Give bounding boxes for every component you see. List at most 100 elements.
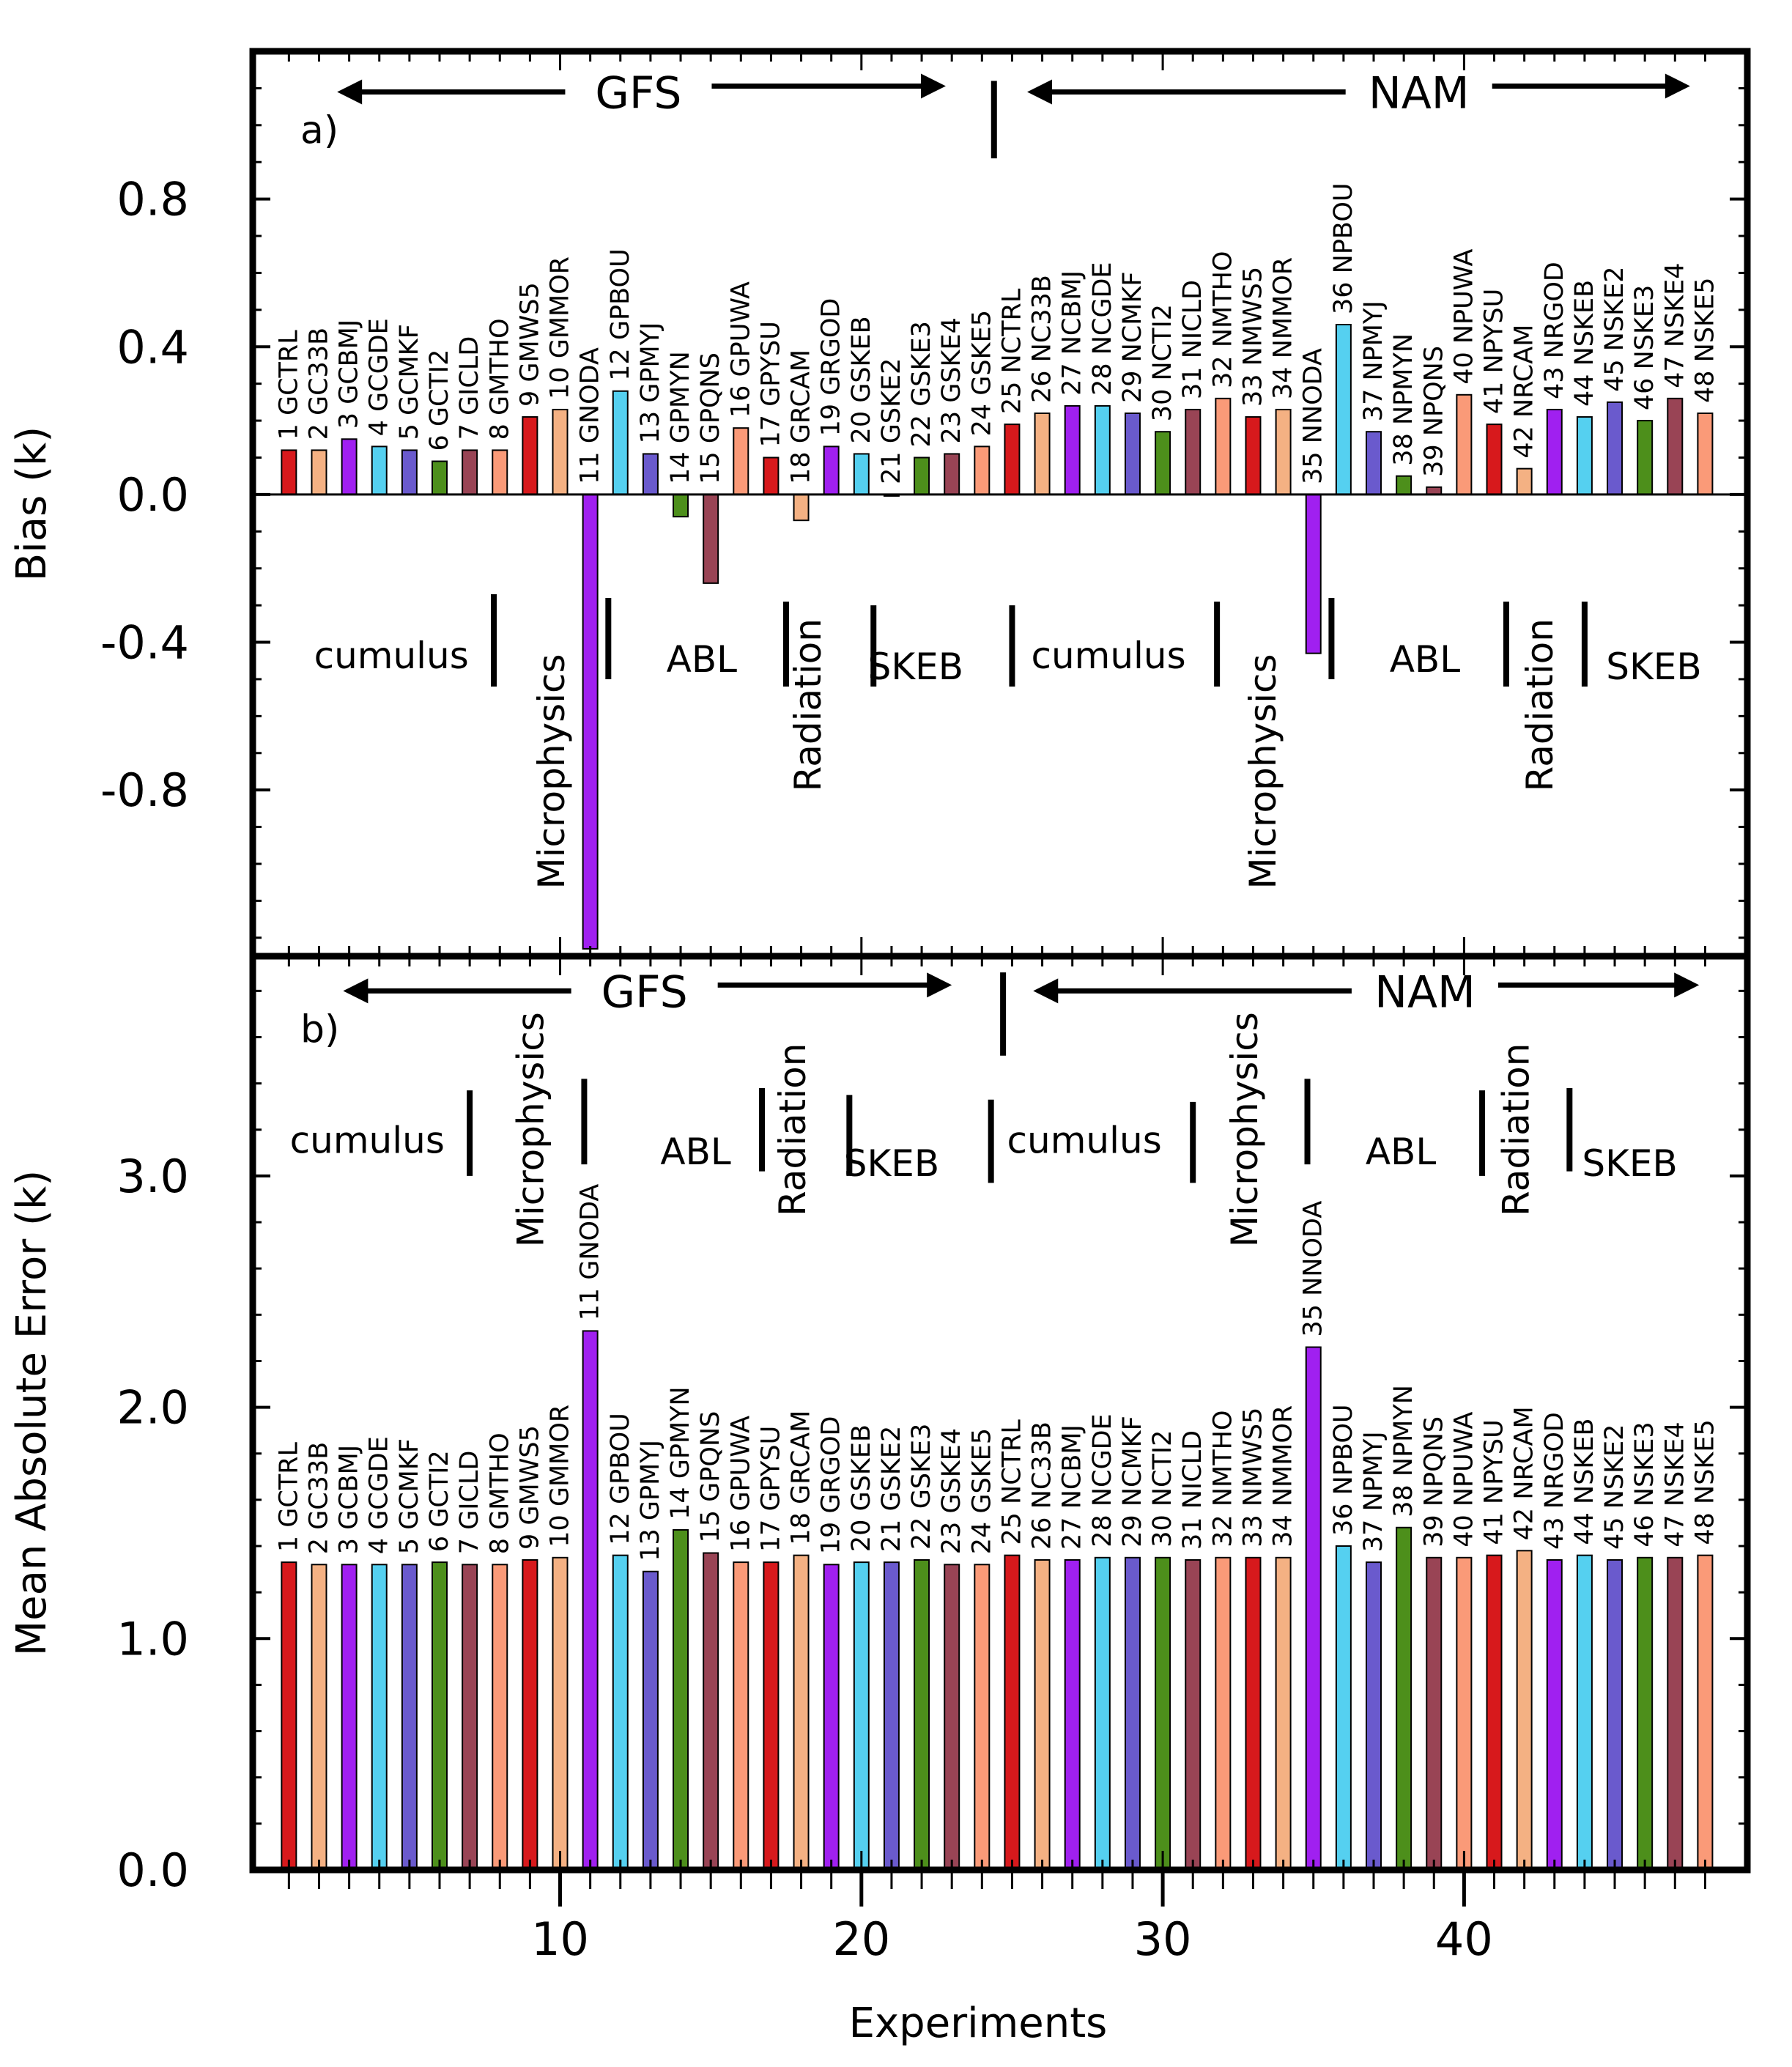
bar-label: 30 NCTI2 xyxy=(1148,1430,1177,1548)
physics-group-label: Microphysics xyxy=(530,654,573,889)
bar-label: 8 GMTHO xyxy=(485,318,514,440)
bar-label: 42 NRCAM xyxy=(1510,325,1539,459)
bar xyxy=(1516,467,1533,495)
bar-label: 6 GCTI2 xyxy=(425,350,454,451)
bar xyxy=(1546,408,1563,495)
bar xyxy=(1486,424,1503,495)
bar xyxy=(1034,413,1051,495)
y-tick-label: 0.0 xyxy=(116,1844,189,1897)
bar-label: 37 NPMYJ xyxy=(1359,1431,1388,1552)
bar-label: 43 NRGOD xyxy=(1540,262,1569,399)
arrowhead-icon xyxy=(927,972,952,998)
bar xyxy=(853,453,870,495)
bar-label: 23 GSKE4 xyxy=(937,317,966,443)
bar-label: 4 GCGDE xyxy=(365,318,394,436)
bar-label: 19 GRGOD xyxy=(817,1416,846,1555)
model-label: NAM xyxy=(1374,966,1476,1018)
x-axis: 10 20 30 40 Experiments xyxy=(253,1866,1747,2047)
y-tick-label: 3.0 xyxy=(116,1150,189,1203)
bar-label: 10 GMMOR xyxy=(546,256,575,399)
bar xyxy=(1456,393,1473,495)
bar xyxy=(371,1564,388,1871)
bar xyxy=(1305,1346,1322,1871)
bar xyxy=(1335,324,1352,495)
physics-group-label: ABL xyxy=(667,638,738,681)
bar-label: 19 GRGOD xyxy=(817,298,846,437)
bar xyxy=(974,1564,991,1871)
bar-label: 2 GC33B xyxy=(304,1442,333,1555)
bar-label: 11 GNODA xyxy=(576,1184,605,1321)
bar xyxy=(1185,1558,1202,1871)
bar xyxy=(1516,1550,1533,1871)
bar xyxy=(1034,1558,1051,1871)
physics-group-label: cumulus xyxy=(1007,1119,1162,1161)
bar xyxy=(1064,1558,1081,1871)
y-axis-title: Mean Absolute Error (k) xyxy=(8,1170,56,1656)
physics-group-label: cumulus xyxy=(314,635,469,677)
bar xyxy=(552,408,569,495)
physics-group-label: SKEB xyxy=(1606,646,1701,688)
panel-label: b) xyxy=(300,1007,339,1051)
bar xyxy=(1576,416,1593,495)
bar xyxy=(492,449,508,495)
bar-label: 21 GSKE2 xyxy=(877,1426,906,1552)
bar-label: 44 NSKEB xyxy=(1570,1419,1599,1545)
x-tick-label: 40 xyxy=(1435,1912,1493,1966)
bar-label: 47 NSKE4 xyxy=(1660,1421,1689,1547)
physics-group-label: ABL xyxy=(660,1131,731,1173)
bars-group xyxy=(281,1330,1714,1871)
bar xyxy=(974,445,991,495)
arrowhead-icon xyxy=(920,73,946,99)
bar xyxy=(582,1330,599,1871)
bar-label: 26 NC33B xyxy=(1028,275,1057,403)
bar-label: 42 NRCAM xyxy=(1510,1406,1539,1540)
bar xyxy=(1305,493,1322,654)
bar-label: 31 NICLD xyxy=(1178,280,1207,399)
bar-label: 16 GPUWA xyxy=(726,1416,755,1552)
bar xyxy=(1245,1556,1262,1871)
bar xyxy=(642,453,659,495)
bar-label: 16 GPUWA xyxy=(726,281,755,418)
bar xyxy=(1637,1556,1654,1871)
bar-label: 45 NSKE2 xyxy=(1600,1424,1629,1550)
bar-label: 20 GSKEB xyxy=(847,1424,876,1552)
physics-group-label: SKEB xyxy=(1582,1142,1677,1185)
bar xyxy=(1215,1556,1232,1871)
bar-label: 28 NCGDE xyxy=(1088,1413,1117,1547)
bar xyxy=(793,493,810,522)
bar xyxy=(281,1561,297,1871)
bar-label: 22 GSKE3 xyxy=(907,321,936,447)
bar-label: 14 GPMYN xyxy=(666,1386,695,1520)
y-tick-label: 0.0 xyxy=(116,468,189,522)
bar-label: 30 NCTI2 xyxy=(1148,304,1177,421)
bar xyxy=(914,1558,930,1871)
bar xyxy=(1546,1558,1563,1871)
bar xyxy=(823,445,840,495)
bar xyxy=(1155,431,1171,495)
bar xyxy=(733,427,749,495)
bar-label: 10 GMMOR xyxy=(546,1405,575,1548)
bar-label: 33 NMWS5 xyxy=(1238,1408,1267,1548)
arrowhead-icon xyxy=(1674,972,1700,998)
bar xyxy=(401,1564,418,1871)
bar xyxy=(1426,486,1443,495)
bar xyxy=(1607,401,1623,495)
y-axis-title: Bias (k) xyxy=(8,426,56,581)
bar-label: 15 GPQNS xyxy=(696,1411,725,1543)
physics-group-label: Microphysics xyxy=(1223,1012,1266,1247)
bar-label: 34 NMMOR xyxy=(1269,1405,1298,1548)
bar xyxy=(853,1561,870,1871)
bar-label: 48 NSKE5 xyxy=(1690,1419,1719,1545)
physics-group-label: Radiation xyxy=(1519,618,1561,791)
bar xyxy=(673,493,689,518)
bar-label: 24 GSKE5 xyxy=(967,310,996,436)
y-tick-label: -0.8 xyxy=(100,763,189,817)
bar-label: 36 NPBOU xyxy=(1329,183,1358,315)
bar xyxy=(1607,1558,1623,1871)
physics-group-label: Microphysics xyxy=(1242,654,1284,889)
model-label: GFS xyxy=(595,67,681,119)
bar-label: 11 GNODA xyxy=(576,347,605,484)
bar-label: 46 NSKE3 xyxy=(1630,285,1659,410)
bar-label: 44 NSKEB xyxy=(1570,280,1599,407)
